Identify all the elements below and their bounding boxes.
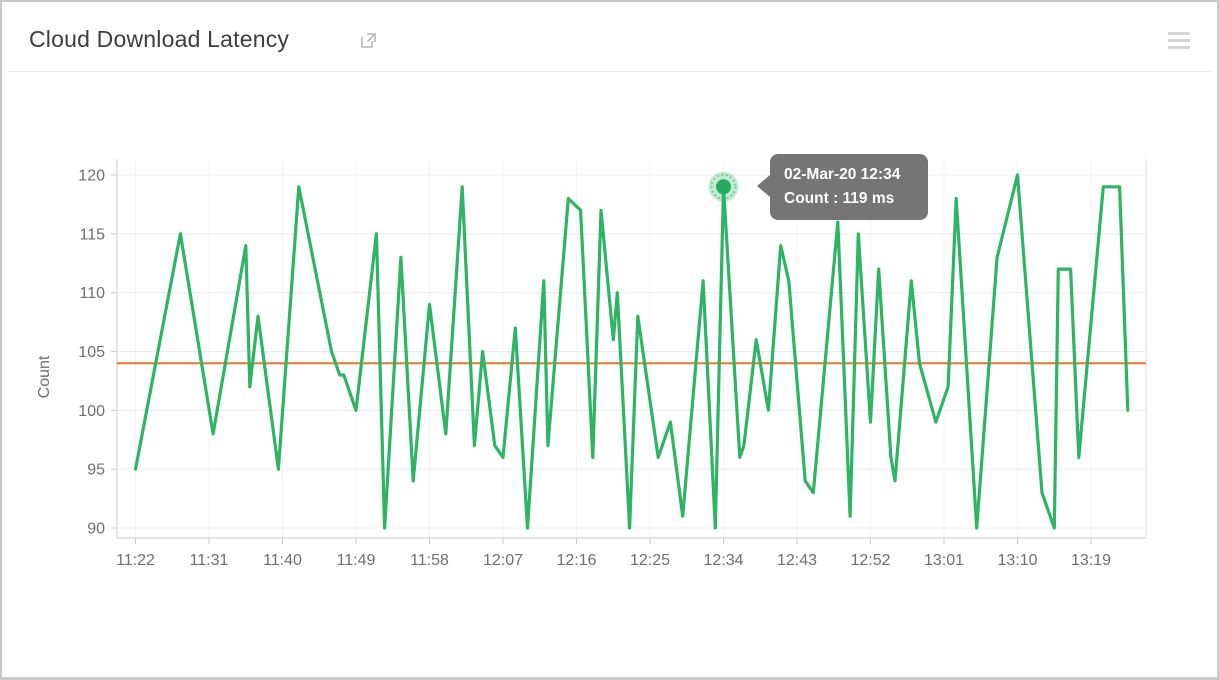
x-axis-tick-label: 13:10 [997,552,1037,569]
hamburger-bar [1168,46,1190,49]
x-axis-tick-label: 12:25 [630,552,670,569]
x-axis-tick-label: 11:58 [410,552,449,569]
hamburger-bar [1168,39,1190,42]
y-axis-tick-label: 90 [87,521,105,538]
external-link-icon[interactable] [360,32,377,49]
y-axis-tick-label: 115 [79,226,105,243]
tooltip-arrow [757,175,770,197]
x-axis-tick-label: 12:43 [777,552,817,569]
x-axis-tick-label: 12:52 [850,552,890,569]
y-axis-tick-label: 100 [78,403,105,420]
page-title: Cloud Download Latency [29,26,290,52]
chart-tooltip: 02-Mar-20 12:34 Count : 119 ms [757,154,928,220]
x-axis-tick-label: 11:40 [263,552,302,569]
x-axis-tick-label: 12:34 [703,552,743,569]
hamburger-menu-icon[interactable] [1168,32,1190,49]
latency-series-line [133,173,1130,530]
y-axis-tick-label: 120 [78,168,105,185]
latency-line-chart[interactable]: 90 95 100 105 110 115 120 11:22 11:31 11:40 11:49 1… [2,72,1219,680]
x-axis-tick-label: 12:16 [556,552,596,569]
chart-area: 90 95 100 105 110 115 120 11:22 11:31 11:40 11:49 1… [2,72,1219,680]
x-axis-tick-label: 13:01 [924,552,964,569]
y-axis-tick-label: 105 [78,344,105,361]
tooltip-time: 02-Mar-20 12:34 [784,166,901,183]
x-axis-tick-label: 12:07 [483,552,523,569]
x-axis-tick-label: 13:19 [1071,552,1111,569]
x-axis-tick-label: 11:31 [190,552,229,569]
y-axis-title: Count [36,355,53,398]
highlight-dot[interactable] [716,179,731,195]
y-axis-tick-label: 110 [79,285,105,302]
hamburger-bar [1168,32,1190,35]
x-axis-tick-label: 11:49 [337,552,376,569]
x-axis-tick-label: 11:22 [116,552,155,569]
tooltip-value: Count : 119 ms [784,190,895,207]
y-axis-tick-label: 95 [87,462,105,479]
widget-header: Cloud Download Latency [8,2,1211,72]
